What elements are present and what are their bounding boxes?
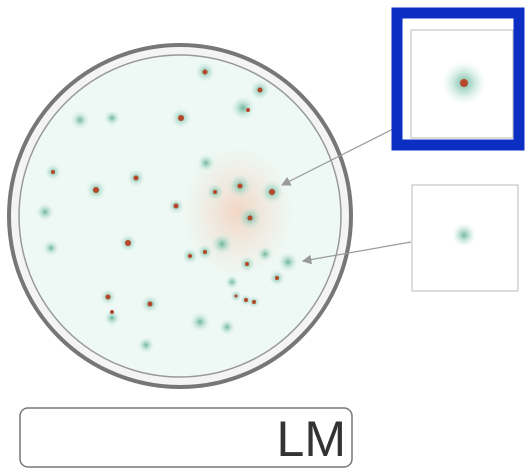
zoom-colony bbox=[452, 223, 476, 247]
page: LM (() => { const data = JSON.parse(docu… bbox=[0, 0, 526, 470]
scene: LM bbox=[0, 0, 526, 470]
zoom-colony-dot bbox=[460, 79, 468, 87]
label-text: LM bbox=[277, 411, 346, 467]
